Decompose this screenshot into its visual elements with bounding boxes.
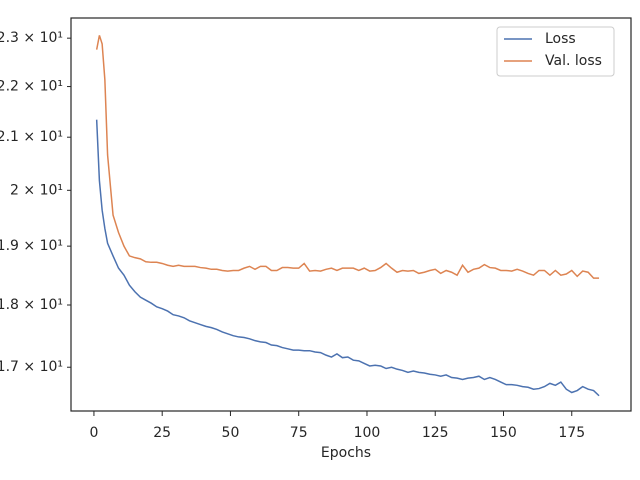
y-tick-label: 2.2 × 10¹: [0, 79, 63, 95]
line-series: [95, 35, 600, 279]
x-axis-label: Epochs: [321, 445, 371, 461]
y-tick-label: 1.9 × 10¹: [0, 238, 63, 254]
y-tick-label: 2 × 10¹: [10, 182, 63, 198]
axes-frame: [70, 17, 632, 412]
y-tick-label: 2.3 × 10¹: [0, 30, 63, 46]
line-series: [95, 119, 600, 397]
x-tick-label: 75: [290, 425, 308, 441]
x-tick-label: 25: [153, 425, 171, 441]
x-tick-label: 175: [558, 425, 585, 441]
x-tick-label: 100: [354, 425, 381, 441]
legend-label: Val. loss: [545, 53, 602, 69]
x-tick-label: 125: [422, 425, 449, 441]
y-tick-label: 1.8 × 10¹: [0, 297, 63, 313]
x-tick-label: 0: [89, 425, 98, 441]
y-tick-label: 1.7 × 10¹: [0, 359, 63, 375]
x-tick-label: 150: [490, 425, 517, 441]
y-tick-label: 2.1 × 10¹: [0, 129, 63, 145]
legend-label: Loss: [545, 31, 576, 47]
x-tick-label: 50: [222, 425, 240, 441]
